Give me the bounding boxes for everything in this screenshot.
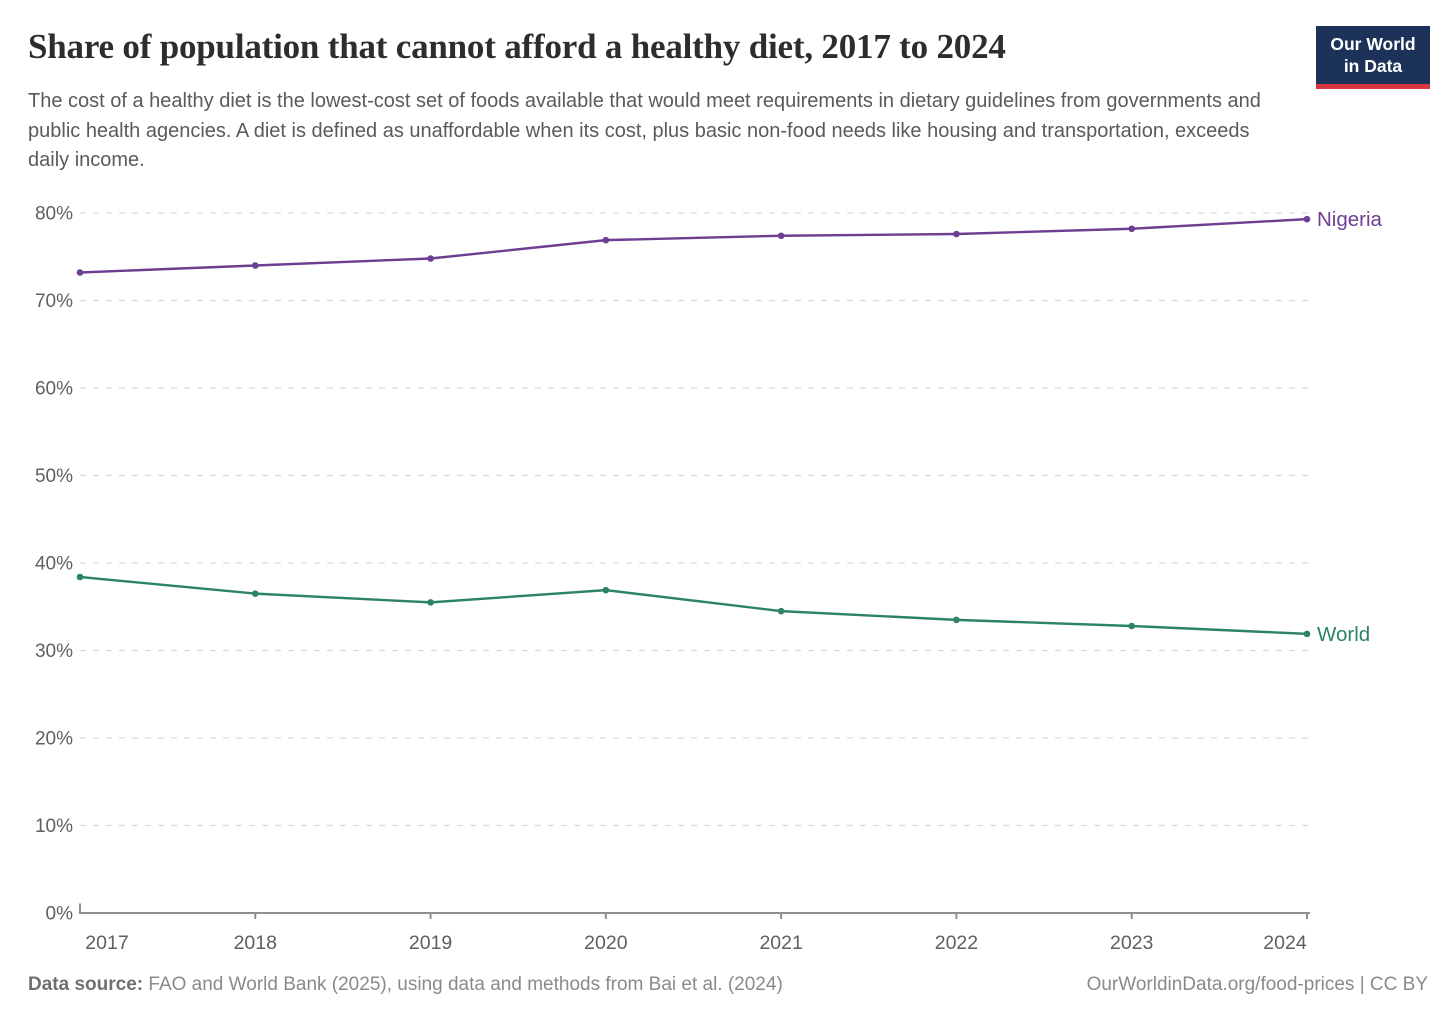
x-axis-label-2019: 2019	[409, 932, 452, 954]
series-label-world[interactable]: World	[1317, 623, 1370, 646]
series-label-nigeria[interactable]: Nigeria	[1317, 208, 1383, 231]
data-source-text: FAO and World Bank (2025), using data an…	[143, 974, 783, 995]
x-axis-label-2023: 2023	[1110, 932, 1153, 954]
data-point-world-2018[interactable]	[251, 590, 259, 597]
x-axis-label-2022: 2022	[935, 932, 978, 954]
data-point-nigeria-2020[interactable]	[602, 236, 610, 244]
owid-url-license-link[interactable]: OurWorldinData.org/food-prices | CC BY	[1086, 974, 1428, 995]
owid-logo[interactable]: Our World in Data	[1316, 26, 1430, 89]
x-axis-label-2020: 2020	[584, 932, 628, 954]
data-point-world-2021[interactable]	[777, 607, 785, 615]
chart-footer: Data source: FAO and World Bank (2025), …	[28, 974, 1428, 996]
y-axis-label-30: 30%	[35, 641, 73, 662]
data-point-world-2020[interactable]	[602, 586, 610, 594]
data-point-nigeria-2023[interactable]	[1128, 225, 1136, 233]
series-line-world[interactable]	[78, 575, 1309, 636]
page-title: Share of population that cannot afford a…	[28, 27, 1006, 66]
x-axis-label-2021: 2021	[759, 932, 802, 954]
x-axis-label-2018: 2018	[234, 932, 277, 954]
y-axis-label-70: 70%	[35, 291, 73, 312]
owid-logo-line2: in Data	[1343, 55, 1403, 76]
series-line-nigeria[interactable]	[78, 217, 1309, 274]
data-point-nigeria-2021[interactable]	[777, 232, 785, 240]
owid-logo-line1: Our World	[1330, 34, 1416, 54]
data-source-label: Data source:	[28, 974, 144, 995]
data-point-world-2022[interactable]	[953, 616, 960, 624]
data-point-nigeria-2022[interactable]	[953, 230, 960, 238]
x-axis	[79, 903, 1310, 919]
y-axis-label-40: 40%	[35, 554, 73, 575]
data-source-note: Data source: FAO and World Bank (2025), …	[28, 974, 783, 996]
y-axis-label-10: 10%	[35, 816, 73, 837]
data-point-nigeria-2019[interactable]	[427, 255, 434, 262]
data-point-world-2017[interactable]	[76, 573, 84, 581]
data-point-world-2019[interactable]	[427, 599, 434, 606]
y-axis-label-20: 20%	[35, 729, 73, 750]
x-axis-label-2017: 2017	[85, 932, 128, 954]
y-axis-label-50: 50%	[35, 466, 73, 487]
data-point-nigeria-2017[interactable]	[76, 269, 84, 276]
data-point-nigeria-2024[interactable]	[1303, 215, 1311, 223]
x-axis-label-2024: 2024	[1263, 932, 1307, 954]
y-axis-label-80: 80%	[35, 204, 73, 225]
y-axis-label-60: 60%	[35, 379, 73, 400]
data-point-world-2024[interactable]	[1303, 630, 1311, 638]
data-point-nigeria-2018[interactable]	[251, 262, 259, 269]
chart-subtitle: The cost of a healthy diet is the lowest…	[28, 90, 1261, 171]
y-axis-label-0: 0%	[46, 904, 74, 925]
data-point-world-2023[interactable]	[1128, 622, 1136, 630]
